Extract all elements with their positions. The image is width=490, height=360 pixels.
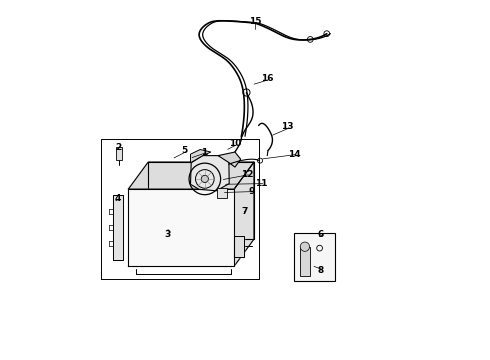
Polygon shape [128, 189, 234, 266]
Text: 4: 4 [115, 194, 121, 203]
Circle shape [300, 242, 310, 251]
Text: 9: 9 [249, 187, 255, 196]
Text: 11: 11 [255, 179, 268, 188]
Text: 7: 7 [241, 207, 247, 216]
Polygon shape [191, 156, 229, 191]
Bar [294, 233, 335, 281]
Text: 10: 10 [229, 139, 241, 148]
Text: 5: 5 [181, 146, 187, 155]
Polygon shape [234, 162, 254, 266]
Text: 16: 16 [261, 75, 273, 84]
Bar [116, 147, 122, 160]
Polygon shape [128, 162, 254, 189]
Text: 15: 15 [249, 17, 261, 26]
Text: 14: 14 [288, 150, 301, 159]
Text: 1: 1 [200, 148, 207, 157]
Text: 6: 6 [317, 230, 323, 239]
Polygon shape [218, 152, 241, 167]
Bar [217, 188, 227, 198]
Text: 12: 12 [241, 170, 253, 179]
Polygon shape [191, 149, 211, 163]
Bar [300, 247, 310, 276]
Circle shape [201, 175, 208, 183]
Text: 3: 3 [165, 230, 171, 239]
Text: 2: 2 [116, 143, 122, 152]
Polygon shape [148, 162, 254, 239]
Polygon shape [234, 235, 245, 257]
Polygon shape [113, 195, 123, 260]
Text: 8: 8 [317, 266, 323, 275]
Text: 13: 13 [281, 122, 294, 131]
